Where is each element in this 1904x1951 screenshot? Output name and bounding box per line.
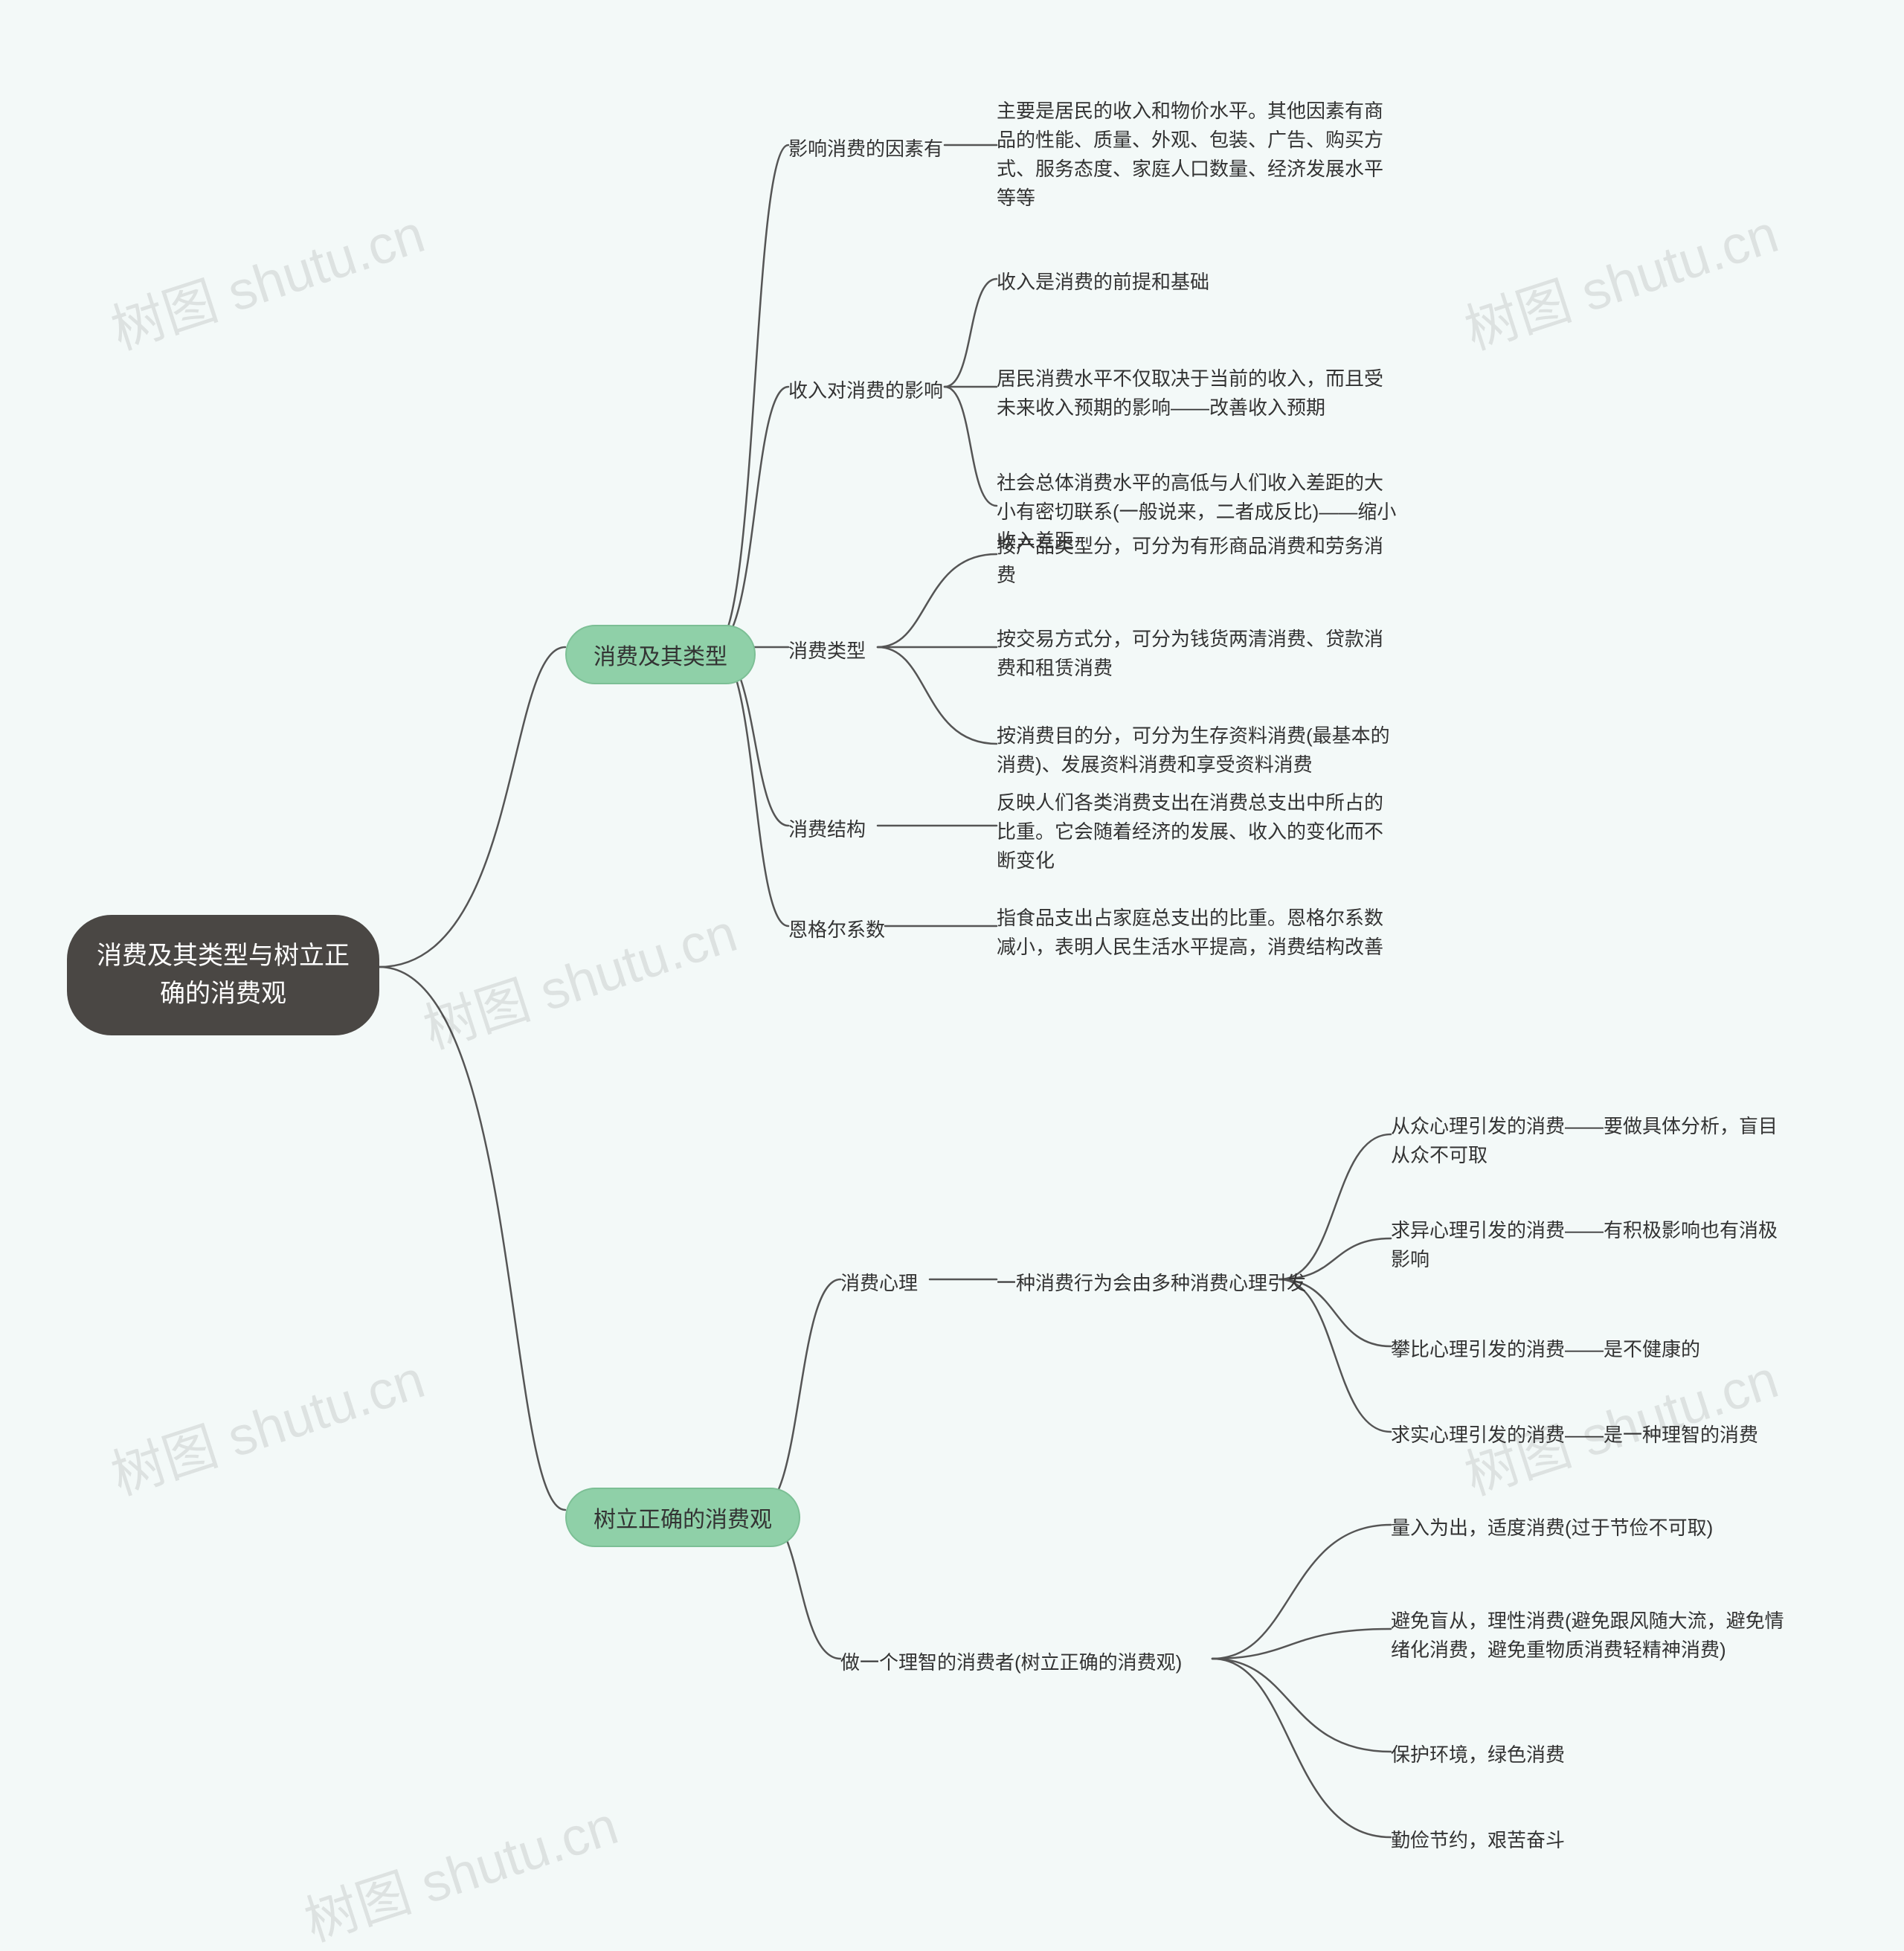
branch-node[interactable]: 树立正确的消费观 [565,1488,800,1547]
leaf-node: 求异心理引发的消费——有积极影响也有消极影响 [1391,1216,1792,1274]
edge [1212,1659,1391,1837]
leaf-node: 量入为出，适度消费(过于节俭不可取) [1391,1514,1713,1543]
mindmap-canvas: 消费及其类型与树立正确的消费观 树图 shutu.cn 树图 shutu.cn 树图… [0,0,1904,1951]
edge [1212,1629,1391,1659]
branch-node[interactable]: 消费及其类型 [565,625,756,684]
edge [1279,1279,1391,1432]
leaf-node: 求实心理引发的消费——是一种理智的消费 [1391,1421,1758,1450]
topic-label: 做一个理智的消费者(树立正确的消费观) [840,1648,1182,1675]
edge [878,554,997,647]
edge [714,145,788,647]
watermark: 树图 shutu.cn [293,1781,625,1951]
edge [714,387,788,647]
root-node[interactable]: 消费及其类型与树立正确的消费观 [67,915,379,1035]
edge [759,1279,840,1510]
leaf-node: 勤俭节约，艰苦奋斗 [1391,1826,1565,1855]
edge [1212,1525,1391,1659]
watermark: 树图 shutu.cn [100,190,432,364]
leaf-node: 按消费目的分，可分为生存资料消费(最基本的消费)、发展资料消费和享受资料消费 [997,721,1398,780]
edge [379,967,565,1510]
edge [379,647,565,967]
topic-label: 消费类型 [788,636,866,663]
leaf-node: 收入是消费的前提和基础 [997,268,1209,297]
edge [1212,1659,1391,1752]
edge [1279,1134,1391,1279]
edge [945,387,997,506]
watermark: 树图 shutu.cn [100,1335,432,1510]
topic-label: 收入对消费的影响 [788,376,943,403]
topic-label: 恩格尔系数 [788,915,885,942]
leaf-node: 居民消费水平不仅取决于当前的收入，而且受未来收入预期的影响——改善收入预期 [997,364,1398,422]
leaf-node: 保护环境，绿色消费 [1391,1741,1565,1770]
leaf-node: 按交易方式分，可分为钱货两清消费、贷款消费和租赁消费 [997,625,1398,683]
topic-label: 消费结构 [788,814,866,842]
edge [714,647,788,926]
leaf-node: 主要是居民的收入和物价水平。其他因素有商品的性能、质量、外观、包装、广告、购买方… [997,97,1398,213]
leaf-node: 按产品类型分，可分为有形商品消费和劳务消费 [997,532,1398,590]
topic-label: 影响消费的因素有 [788,134,943,161]
leaf-node: 指食品支出占家庭总支出的比重。恩格尔系数减小，表明人民生活水平提高，消费结构改善 [997,904,1398,962]
leaf-node: 攀比心理引发的消费——是不健康的 [1391,1335,1700,1364]
leaf-node: 从众心理引发的消费——要做具体分析，盲目从众不可取 [1391,1112,1792,1170]
watermark: 树图 shutu.cn [1453,190,1786,364]
leaf-node: 反映人们各类消费支出在消费总支出中所占的比重。它会随着经济的发展、收入的变化而不… [997,788,1398,875]
watermark: 树图 shutu.cn [412,889,744,1064]
topic-label: 消费心理 [840,1268,918,1296]
edge [945,279,997,387]
topic-label: 一种消费行为会由多种消费心理引发 [997,1268,1306,1296]
leaf-node: 避免盲从，理性消费(避免跟风随大流，避免情绪化消费，避免重物质消费轻精神消费) [1391,1607,1792,1665]
edge [878,647,997,744]
